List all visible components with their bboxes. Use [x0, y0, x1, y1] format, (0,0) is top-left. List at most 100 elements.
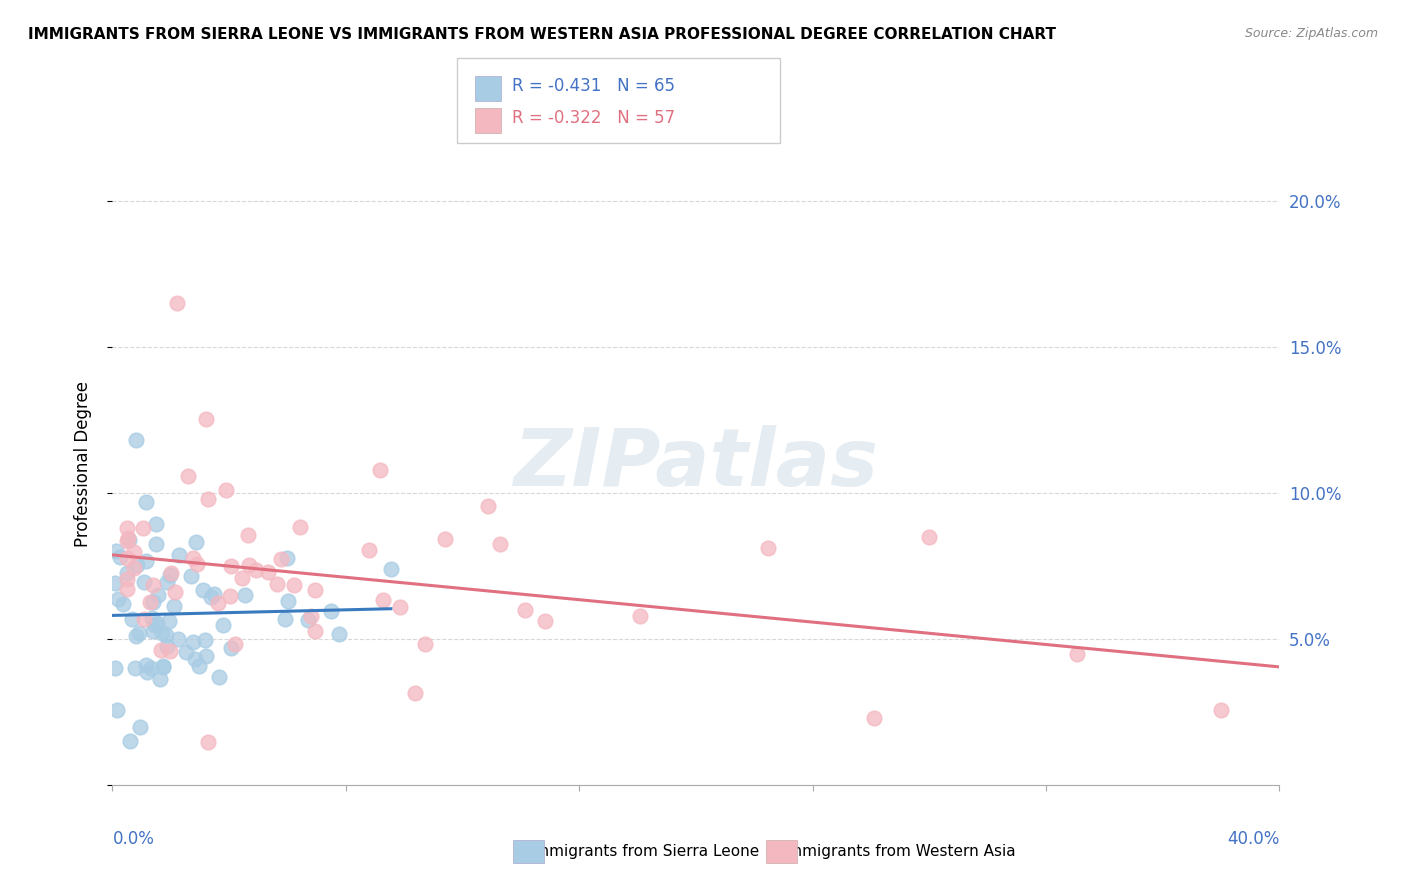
Point [155, 639, 177, 653]
Point [371, 593, 394, 607]
Point [135, 554, 157, 568]
Point [135, 495, 157, 509]
Point [202, 586, 225, 600]
Point [104, 660, 127, 674]
Point [863, 711, 886, 725]
Point [200, 590, 222, 604]
Point [184, 651, 207, 665]
Point [224, 637, 246, 651]
Point [115, 566, 138, 580]
Point [188, 658, 211, 673]
Point [380, 562, 402, 576]
Point [160, 566, 183, 581]
Point [145, 517, 167, 532]
Point [105, 543, 128, 558]
Point [127, 558, 149, 573]
Point [328, 626, 350, 640]
Text: Immigrants from Sierra Leone: Immigrants from Sierra Leone [520, 845, 759, 859]
Point [152, 660, 174, 674]
Point [132, 521, 155, 535]
Point [107, 591, 129, 606]
Point [148, 588, 170, 602]
Point [115, 582, 138, 597]
Text: Immigrants from Western Asia: Immigrants from Western Asia [773, 845, 1017, 859]
Point [107, 703, 129, 717]
Point [117, 531, 139, 545]
Point [150, 625, 173, 640]
Point [297, 613, 319, 627]
Point [128, 626, 150, 640]
Point [236, 528, 259, 542]
Point [288, 520, 311, 534]
Point [276, 551, 298, 566]
Point [181, 634, 204, 648]
Point [121, 612, 143, 626]
Point [134, 575, 156, 590]
Point [918, 530, 941, 544]
Point [115, 533, 138, 548]
Point [231, 571, 253, 585]
Point [215, 483, 238, 498]
Point [122, 545, 145, 559]
Point [149, 672, 172, 686]
Point [283, 578, 305, 592]
Point [194, 412, 217, 426]
Point [628, 609, 651, 624]
Point [118, 733, 141, 747]
Point [104, 575, 127, 590]
Point [142, 624, 165, 639]
Point [194, 633, 217, 648]
Point [135, 657, 157, 672]
Point [321, 605, 343, 619]
Point [195, 648, 218, 663]
Point [155, 628, 177, 642]
Point [299, 609, 322, 624]
Text: 0.0%: 0.0% [112, 830, 155, 847]
Point [433, 532, 456, 546]
Point [167, 632, 190, 647]
Point [115, 572, 138, 586]
Point [141, 661, 163, 675]
Text: R = -0.431   N = 65: R = -0.431 N = 65 [512, 77, 675, 95]
Point [186, 557, 208, 571]
Point [118, 533, 141, 548]
Point [152, 658, 174, 673]
Text: ZIPatlas: ZIPatlas [513, 425, 879, 503]
Text: Source: ZipAtlas.com: Source: ZipAtlas.com [1244, 27, 1378, 40]
Point [256, 565, 278, 579]
Point [488, 537, 510, 551]
Point [357, 543, 380, 558]
Point [163, 584, 186, 599]
Point [389, 599, 412, 614]
Point [125, 434, 148, 448]
Point [159, 644, 181, 658]
Point [370, 463, 392, 477]
Point [245, 563, 267, 577]
Point [191, 582, 214, 597]
Y-axis label: Professional Degree: Professional Degree [73, 381, 91, 547]
Point [169, 548, 191, 562]
Point [274, 612, 297, 626]
Point [477, 500, 499, 514]
Point [197, 735, 219, 749]
Point [125, 629, 148, 643]
Point [219, 589, 242, 603]
Point [156, 574, 179, 589]
Point [221, 558, 243, 573]
Point [159, 567, 181, 582]
Point [756, 541, 779, 556]
Text: IMMIGRANTS FROM SIERRA LEONE VS IMMIGRANTS FROM WESTERN ASIA PROFESSIONAL DEGREE: IMMIGRANTS FROM SIERRA LEONE VS IMMIGRAN… [28, 27, 1056, 42]
Point [186, 535, 208, 549]
Point [304, 624, 326, 638]
Text: 40.0%: 40.0% [1227, 830, 1279, 847]
Point [141, 595, 163, 609]
Point [207, 596, 229, 610]
Point [115, 551, 138, 566]
Point [266, 576, 288, 591]
Point [139, 594, 162, 608]
Point [166, 296, 188, 310]
Point [1209, 703, 1232, 717]
Point [108, 549, 131, 564]
Point [197, 492, 219, 507]
Point [146, 616, 169, 631]
